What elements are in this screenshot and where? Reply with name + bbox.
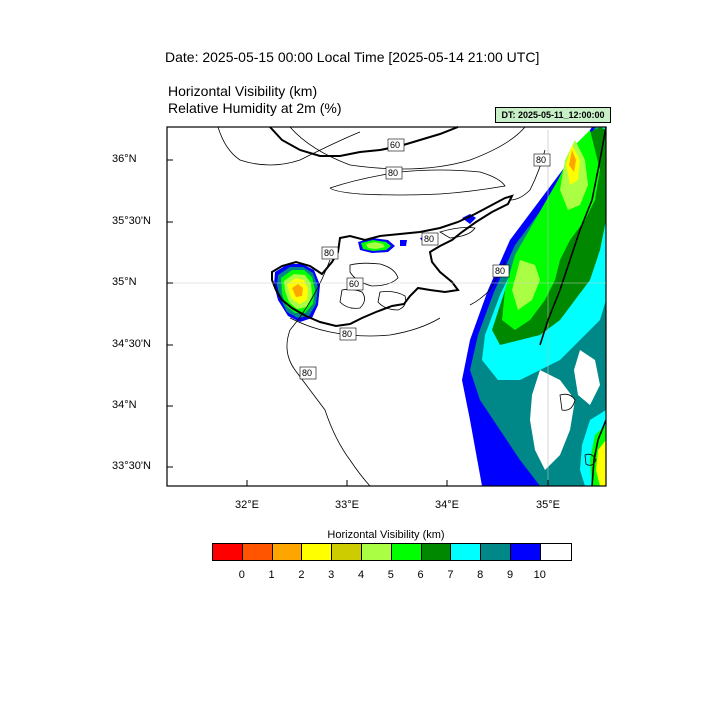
vis-region-west-orange (292, 284, 303, 297)
lon-label: 32°E (235, 499, 259, 511)
levant-coastline (539, 126, 607, 346)
field-label-visibility: Horizontal Visibility (km) (168, 83, 318, 99)
colorbar-swatch (391, 544, 422, 560)
contour-label: 80 (324, 248, 334, 258)
levant-coastline-south (591, 419, 607, 487)
colorbar-swatch (302, 544, 333, 560)
colorbar-tick-label: 4 (357, 569, 365, 581)
colorbar-tick-label: 3 (328, 569, 335, 581)
colorbar-tick-label: 0 (238, 569, 245, 581)
contour-line (289, 317, 441, 337)
colorbar-swatch (481, 544, 511, 560)
lat-label: 34°30'N (112, 338, 151, 350)
map-title: Date: 2025-05-15 00:00 Local Time [2025-… (165, 49, 540, 65)
colorbar-tick-label: 1 (268, 569, 275, 581)
colorbar-swatch (242, 544, 273, 560)
vis-region-5b (512, 260, 540, 310)
contour-label: 80 (536, 155, 546, 165)
contour-line (286, 259, 371, 486)
lon-label: 34°E (435, 499, 459, 511)
lon-label: 35°E (536, 499, 560, 511)
contour-line (377, 291, 407, 311)
axis-ticks (167, 159, 549, 486)
lon-label: 33°E (335, 499, 359, 511)
vis-region-north-yg (366, 242, 385, 249)
colorbar-tick-label: 6 (417, 569, 424, 581)
colorbar-tick-label: 8 (477, 569, 484, 581)
run-timestamp-badge: DT: 2025-05-11_12:00:00 (495, 107, 611, 123)
colorbar-title: Horizontal Visibility (km) (327, 529, 445, 541)
colorbar-tick-label: 2 (298, 569, 305, 581)
contour-label: 80 (424, 234, 434, 244)
lat-label: 36°N (112, 153, 137, 165)
contour-line (217, 127, 361, 166)
contour-line (584, 453, 597, 466)
colorbar-tick-label: 9 (506, 569, 514, 581)
colorbar (212, 543, 572, 561)
colorbar-swatch (272, 544, 303, 560)
turkey-coastline (269, 126, 459, 157)
colorbar-tick-label: 10 (533, 569, 546, 581)
lat-label: 34°N (112, 399, 137, 411)
colorbar-swatch (213, 544, 243, 560)
field-label-humidity: Relative Humidity at 2m (%) (168, 100, 342, 116)
contour-label: 60 (390, 140, 400, 150)
contour-label: 80 (495, 266, 505, 276)
colorbar-swatch (332, 544, 362, 560)
vis-region-2 (569, 150, 576, 172)
colorbar-swatch (540, 544, 571, 560)
lat-label: 35°30'N (112, 215, 151, 227)
contour-label: 80 (302, 368, 312, 378)
rh-contours (217, 127, 597, 486)
colorbar-swatch (451, 544, 482, 560)
contour-line (339, 288, 365, 309)
plot-frame (166, 126, 607, 487)
colorbar-swatch (361, 544, 392, 560)
contour-line (329, 169, 506, 196)
colorbar-tick-label: 7 (447, 569, 454, 581)
colorbar-tick-label: 5 (387, 569, 394, 581)
colorbar-swatch (510, 544, 541, 560)
contour-label: 80 (388, 168, 398, 178)
contour-line (559, 393, 576, 411)
lat-label: 35°N (112, 276, 137, 288)
contour-label-group: 60 80 80 80 80 80 60 80 80 (299, 138, 551, 380)
vis-region-se-yellow (596, 440, 606, 486)
cyprus-coastline (271, 194, 514, 328)
lat-label: 33°30'N (112, 460, 151, 472)
colorbar-swatch (421, 544, 452, 560)
contour-label: 60 (349, 279, 359, 289)
contour-line (289, 127, 526, 170)
contour-label: 80 (342, 329, 352, 339)
map-field-layer (274, 127, 606, 486)
